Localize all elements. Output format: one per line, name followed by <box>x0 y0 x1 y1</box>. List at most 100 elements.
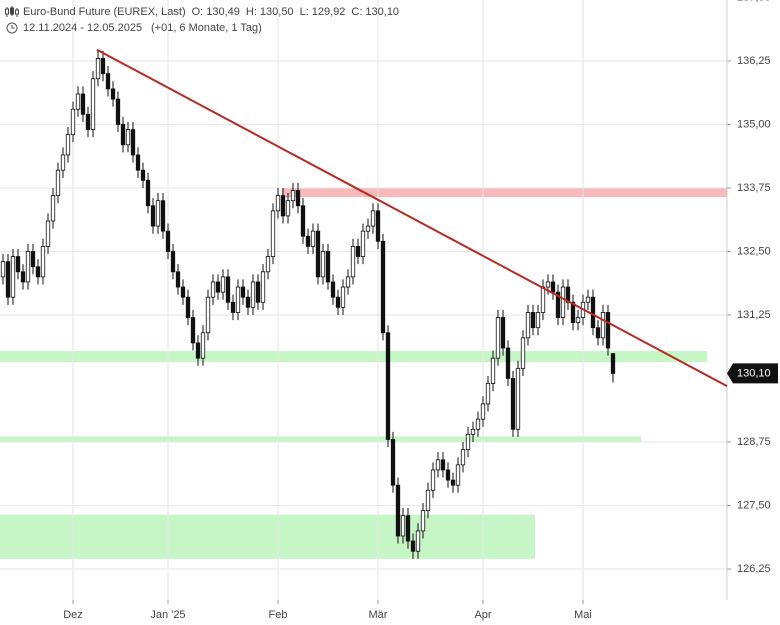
candle-body <box>10 256 16 298</box>
candle-body <box>385 332 391 440</box>
y-tick-label: 126,25 <box>737 563 771 575</box>
clock-hands <box>11 25 15 29</box>
candle-body <box>610 353 616 374</box>
candle-body <box>560 286 566 318</box>
candle-body <box>435 459 441 471</box>
candle-body <box>325 251 331 283</box>
candle-body <box>415 530 421 552</box>
zone <box>0 514 535 559</box>
candle-body <box>55 169 61 196</box>
candle-body <box>430 469 436 491</box>
quote-key: C: <box>351 6 362 18</box>
candle-body <box>150 205 156 227</box>
candle-body <box>190 317 196 344</box>
candle-body <box>400 515 406 537</box>
y-tick-label: 132,50 <box>737 245 771 257</box>
candle-body <box>220 276 226 293</box>
candle-body <box>420 510 426 532</box>
candle-body <box>600 312 606 339</box>
header-line: Euro-Bund Future (EUREX, Last) O: 130,49 H:… <box>23 6 399 18</box>
candle-body <box>35 266 41 278</box>
candle-body <box>135 154 141 171</box>
y-tick-label: 131,25 <box>737 309 771 321</box>
candle-body <box>15 256 21 273</box>
candle-body <box>155 200 161 227</box>
candle-body <box>40 246 46 278</box>
candle-body <box>140 169 146 181</box>
candle-body <box>405 515 411 542</box>
x-tick-label: Dez <box>63 609 83 621</box>
candle-body <box>260 271 266 303</box>
candle-body <box>315 230 321 278</box>
candle-body <box>445 469 451 481</box>
candle-body <box>125 129 131 146</box>
y-tick-label: 133,75 <box>737 182 771 194</box>
candle-body <box>195 342 201 359</box>
candle-body <box>425 489 431 511</box>
candle-body <box>270 210 276 257</box>
candle-body <box>375 210 381 242</box>
candle-body <box>285 200 291 217</box>
quote-key: H: <box>246 6 257 18</box>
candle-body <box>520 337 526 369</box>
candle-body <box>485 383 491 405</box>
candle-body <box>240 286 246 298</box>
candle-body <box>200 332 206 359</box>
candle-body <box>100 58 106 75</box>
candle-body <box>30 251 36 268</box>
candle-body <box>590 296 596 329</box>
candle-body <box>540 286 546 313</box>
candle-body <box>210 281 216 298</box>
candle-body <box>230 301 236 313</box>
x-tick-label: Mär <box>369 609 388 621</box>
candle-body <box>185 296 191 318</box>
candle-body <box>305 235 311 247</box>
candle-body <box>20 271 26 283</box>
candle-body <box>380 240 386 334</box>
candle-body <box>275 195 281 212</box>
candle-body <box>475 418 481 430</box>
clock-icon <box>6 22 18 34</box>
candle-body <box>145 179 151 207</box>
candle-body <box>525 312 531 339</box>
chart-icon <box>5 6 19 17</box>
candle-body <box>450 479 456 486</box>
candle-body <box>570 301 576 324</box>
candle-body <box>310 230 316 247</box>
candle-body <box>490 357 496 384</box>
candle-body <box>365 225 371 232</box>
candle-body <box>65 134 71 156</box>
candle-body <box>550 281 556 293</box>
candle-body <box>75 93 81 110</box>
candle-body <box>555 291 561 318</box>
candle-body <box>440 459 446 471</box>
y-tick-label: 128,75 <box>737 436 771 448</box>
zone <box>0 436 641 442</box>
quote-value: 130,50 <box>260 6 294 18</box>
quote-key: O: <box>192 6 204 18</box>
candle-body <box>180 286 186 298</box>
candle-body <box>70 108 76 136</box>
last-price-label: 130,10 <box>737 367 771 379</box>
candle-body <box>175 271 181 288</box>
candle-body <box>165 230 171 252</box>
candle-body <box>0 261 6 278</box>
candle-body <box>575 317 581 324</box>
period: (+01, 6 Monate, 1 Tag) <box>151 22 262 34</box>
candle-body <box>505 347 511 379</box>
candle-body <box>205 296 211 334</box>
candle-body <box>80 93 86 115</box>
candle-body <box>225 276 231 303</box>
candle-body <box>345 276 351 288</box>
zone <box>282 187 727 198</box>
candle-body <box>120 124 126 146</box>
candle-body <box>290 190 296 202</box>
candle-body <box>25 251 31 283</box>
candle-body <box>295 190 301 207</box>
candle-body <box>5 261 11 298</box>
candle-body <box>110 88 116 100</box>
candle-body <box>370 210 376 227</box>
zone <box>0 351 707 363</box>
candle-body <box>395 484 401 537</box>
x-tick-label: Feb <box>269 609 288 621</box>
